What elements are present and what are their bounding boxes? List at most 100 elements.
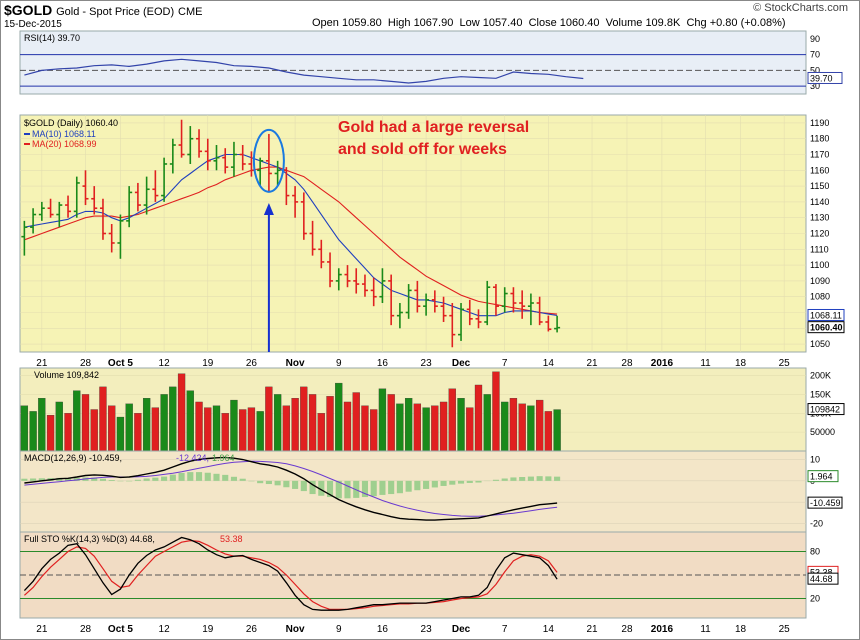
macd-histogram-bar <box>178 472 185 481</box>
volume-bar <box>326 396 334 452</box>
ohlc-volume-label: Volume <box>605 17 643 29</box>
x-axis-top-tick-label: 26 <box>246 358 258 369</box>
volume-tick-label: 50000 <box>810 427 835 437</box>
macd-histogram-bar <box>187 472 194 481</box>
macd-histogram-bar <box>510 477 517 481</box>
x-axis-bottom-tick-label: Oct 5 <box>108 624 133 635</box>
ohlc-volume-value: 109.8K <box>645 17 681 29</box>
x-axis-top-tick-label: 21 <box>36 358 48 369</box>
volume-bar <box>352 392 360 452</box>
macd-histogram-bar <box>370 480 377 497</box>
x-axis-top-tick-label: 2016 <box>651 358 674 369</box>
volume-bar <box>474 384 483 452</box>
volume-bar <box>221 413 229 452</box>
macd-histogram-bar <box>99 478 107 481</box>
macd-histogram-bar <box>169 474 176 481</box>
macd-histogram-bar <box>274 480 281 486</box>
macd-hist-last-box <box>807 470 839 483</box>
price-bar <box>414 280 421 313</box>
price-bar <box>519 290 526 319</box>
volume-last-box <box>807 403 845 416</box>
macd-histogram-bar <box>161 476 168 481</box>
rsi-last-box <box>807 71 843 84</box>
volume-bar <box>99 386 107 452</box>
volume-bar <box>439 401 448 452</box>
price-bar <box>327 252 334 288</box>
sto-k-line <box>23 536 558 611</box>
price-bar <box>423 293 430 316</box>
x-axis-bottom-tick-label: 25 <box>779 624 791 635</box>
macd-histogram-bar <box>536 476 543 481</box>
price-bar <box>196 129 203 158</box>
price-bar <box>30 208 37 234</box>
x-axis-bottom-tick-label: Nov <box>286 624 305 635</box>
symbol-title: $GOLD Gold - Spot Price (EOD) CME <box>4 2 202 18</box>
price-bar <box>300 192 307 240</box>
volume-bar <box>535 399 544 452</box>
x-axis-bottom-tick-label: Dec <box>452 624 471 635</box>
volume-bar <box>195 401 203 452</box>
x-axis-top-tick-label: Dec <box>452 358 471 369</box>
x-axis-bottom-tick-label: 12 <box>159 624 171 635</box>
price-bar <box>396 303 403 329</box>
macd-histogram-bar <box>292 480 299 489</box>
x-axis-bottom-tick-label: 26 <box>246 624 258 635</box>
macd-histogram-bar <box>414 480 421 491</box>
price-bar <box>431 290 438 313</box>
volume-bar <box>230 399 238 452</box>
volume-bar <box>134 413 142 452</box>
price-last-box <box>807 321 845 334</box>
volume-bar <box>361 405 369 452</box>
volume-bar <box>509 398 518 452</box>
macd-histogram-bar <box>379 480 386 495</box>
rsi-tick-label: 70 <box>810 50 820 60</box>
macd-histogram-bar <box>239 478 246 481</box>
volume-bar <box>300 386 308 452</box>
x-axis-top-tick-label: Oct 5 <box>108 358 133 369</box>
macd-histogram-bar <box>527 476 534 481</box>
x-axis-top-tick-label: 19 <box>202 358 214 369</box>
price-tick-label: 1190 <box>810 118 829 128</box>
macd-histogram-bar <box>283 480 290 488</box>
price-bar <box>545 315 552 332</box>
volume-bar <box>448 388 456 452</box>
volume-bar <box>265 386 273 452</box>
volume-bar <box>422 407 430 452</box>
annotation-line-2: and sold off for weeks <box>338 141 507 158</box>
symbol: $GOLD <box>4 2 53 18</box>
price-bar <box>510 287 517 313</box>
volume-bar <box>116 416 125 452</box>
macd-histogram-bar <box>326 480 334 498</box>
volume-bar <box>544 411 553 452</box>
price-bar <box>344 265 351 288</box>
price-bar <box>449 303 456 348</box>
price-bar <box>274 160 281 187</box>
x-axis-top-tick-label: 25 <box>779 358 791 369</box>
rsi-tick-label: 50 <box>810 65 820 75</box>
volume-panel-bg <box>19 367 807 452</box>
volume-bar <box>73 390 81 452</box>
price-bar <box>265 133 272 193</box>
x-axis-top-tick-label: 9 <box>336 358 342 369</box>
price-bar <box>91 186 98 215</box>
price-bar <box>65 195 72 218</box>
macd-histogram-bar <box>396 480 403 494</box>
macd-histogram-bar <box>108 479 115 481</box>
volume-bar <box>527 405 535 452</box>
volume-legend: Volume 109,842 <box>34 370 99 380</box>
macd-histogram-bar <box>501 478 508 481</box>
ma10-line <box>24 153 558 317</box>
macd-histogram-bar <box>554 476 561 481</box>
volume-bar <box>81 394 90 452</box>
x-axis-bottom-tick-label: 28 <box>621 624 633 635</box>
volume-bar <box>518 403 526 452</box>
price-tick-label: 1170 <box>810 150 829 160</box>
macd-histogram-bar <box>38 478 45 481</box>
macd-histogram-bar <box>449 480 456 485</box>
x-axis-bottom-tick-label: 7 <box>502 624 508 635</box>
x-axis-top-tick-label: 11 <box>700 358 711 369</box>
volume-bar <box>501 401 509 452</box>
macd-histogram-bar <box>73 477 80 481</box>
volume-tick-label: 200K <box>810 371 831 381</box>
price-bar <box>353 268 360 294</box>
